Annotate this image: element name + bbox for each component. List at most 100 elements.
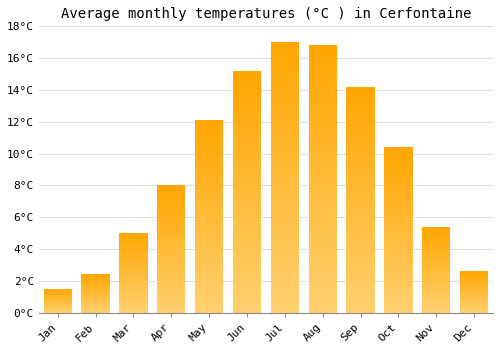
Bar bbox=[119, 237, 148, 238]
Bar bbox=[119, 273, 148, 274]
Bar bbox=[346, 288, 375, 290]
Bar bbox=[233, 184, 261, 187]
Bar bbox=[157, 281, 186, 282]
Bar bbox=[384, 225, 412, 226]
Bar bbox=[384, 218, 412, 220]
Bar bbox=[384, 208, 412, 210]
Bar bbox=[308, 102, 337, 104]
Bar bbox=[119, 246, 148, 247]
Bar bbox=[270, 172, 299, 175]
Bar bbox=[422, 246, 450, 247]
Bar bbox=[308, 45, 337, 48]
Bar bbox=[119, 291, 148, 292]
Bar bbox=[422, 307, 450, 308]
Bar bbox=[233, 250, 261, 252]
Bar bbox=[308, 128, 337, 131]
Bar bbox=[346, 195, 375, 197]
Bar bbox=[157, 215, 186, 216]
Bar bbox=[195, 257, 224, 259]
Bar bbox=[233, 274, 261, 276]
Bar bbox=[44, 301, 72, 302]
Bar bbox=[346, 213, 375, 216]
Bar bbox=[270, 153, 299, 156]
Bar bbox=[460, 296, 488, 297]
Bar bbox=[308, 310, 337, 313]
Bar bbox=[270, 207, 299, 210]
Bar bbox=[346, 276, 375, 279]
Bar bbox=[157, 267, 186, 268]
Bar bbox=[82, 290, 110, 291]
Bar bbox=[308, 99, 337, 101]
Bar bbox=[157, 219, 186, 221]
Bar bbox=[422, 288, 450, 289]
Bar bbox=[233, 238, 261, 240]
Bar bbox=[119, 281, 148, 282]
Bar bbox=[308, 168, 337, 171]
Bar bbox=[384, 192, 412, 194]
Bar bbox=[460, 290, 488, 291]
Bar bbox=[119, 288, 148, 289]
Bar bbox=[195, 276, 224, 278]
Bar bbox=[119, 307, 148, 308]
Bar bbox=[233, 218, 261, 221]
Bar bbox=[308, 222, 337, 224]
Bar bbox=[195, 222, 224, 224]
Bar bbox=[82, 299, 110, 300]
Bar bbox=[119, 292, 148, 293]
Bar bbox=[195, 145, 224, 147]
Bar bbox=[119, 245, 148, 246]
Bar bbox=[422, 286, 450, 287]
Bar bbox=[195, 135, 224, 138]
Bar bbox=[422, 299, 450, 300]
Bar bbox=[82, 292, 110, 293]
Bar bbox=[270, 247, 299, 251]
Bar bbox=[308, 230, 337, 232]
Bar bbox=[233, 220, 261, 223]
Bar bbox=[44, 306, 72, 307]
Bar bbox=[346, 193, 375, 195]
Bar bbox=[422, 240, 450, 241]
Bar bbox=[270, 123, 299, 126]
Bar bbox=[422, 279, 450, 280]
Bar bbox=[460, 280, 488, 281]
Bar bbox=[422, 245, 450, 246]
Bar bbox=[157, 288, 186, 290]
Bar bbox=[157, 244, 186, 245]
Bar bbox=[422, 298, 450, 299]
Bar bbox=[270, 96, 299, 99]
Bar bbox=[233, 291, 261, 293]
Bar bbox=[270, 99, 299, 102]
Bar bbox=[270, 85, 299, 88]
Bar bbox=[346, 290, 375, 292]
Bar bbox=[270, 45, 299, 48]
Bar bbox=[157, 257, 186, 258]
Bar bbox=[157, 225, 186, 226]
Bar bbox=[233, 225, 261, 228]
Bar bbox=[270, 150, 299, 153]
Bar bbox=[384, 302, 412, 304]
Bar bbox=[270, 212, 299, 215]
Bar bbox=[195, 187, 224, 189]
Bar bbox=[195, 309, 224, 311]
Bar bbox=[233, 279, 261, 281]
Bar bbox=[82, 310, 110, 311]
Bar bbox=[422, 247, 450, 248]
Bar bbox=[233, 102, 261, 105]
Bar bbox=[460, 274, 488, 275]
Bar bbox=[308, 66, 337, 69]
Bar bbox=[195, 214, 224, 216]
Bar bbox=[233, 85, 261, 88]
Bar bbox=[308, 246, 337, 248]
Bar bbox=[195, 130, 224, 132]
Bar bbox=[119, 296, 148, 298]
Bar bbox=[346, 285, 375, 288]
Bar bbox=[384, 172, 412, 174]
Bar bbox=[308, 179, 337, 182]
Bar bbox=[346, 274, 375, 276]
Bar bbox=[460, 311, 488, 312]
Bar bbox=[157, 255, 186, 257]
Bar bbox=[308, 96, 337, 99]
Bar bbox=[384, 258, 412, 260]
Bar bbox=[270, 210, 299, 212]
Bar bbox=[195, 243, 224, 245]
